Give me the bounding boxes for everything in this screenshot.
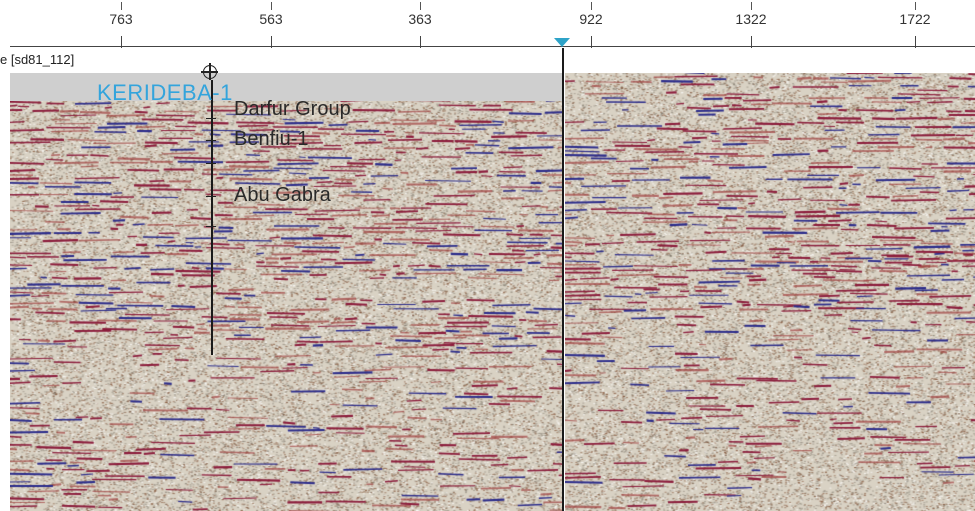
well-name-label[interactable]: KERIDEBA-1	[97, 80, 233, 105]
ruler-tick-label: 363	[408, 11, 432, 27]
ruler-tick-label: 1322	[735, 11, 767, 27]
ruler-baseline	[10, 46, 975, 47]
ruler-tick-label: 922	[579, 11, 603, 27]
section-intersection-line[interactable]	[562, 48, 564, 511]
formation-label-darfur-group: Darfur Group	[234, 98, 351, 120]
well-header-band	[10, 73, 562, 101]
seismic-section-right[interactable]	[565, 73, 975, 511]
well-location-icon[interactable]	[201, 63, 218, 80]
ruler-tick: 363	[390, 2, 450, 48]
ruler-tick: 1722	[885, 2, 945, 48]
ruler-tick: 763	[91, 2, 151, 48]
ruler-tick-label: 763	[109, 11, 133, 27]
ruler-tick-label: 563	[259, 11, 283, 27]
cursor-triangle-icon[interactable]	[554, 38, 570, 47]
well-path[interactable]	[211, 80, 213, 355]
seismic-section-left[interactable]	[10, 73, 562, 511]
right-panel-header-gap	[565, 48, 975, 73]
ruler-tick: 563	[241, 2, 301, 48]
formation-top-marker	[206, 163, 216, 164]
section-name-label: e [sd81_112]	[0, 52, 75, 67]
formation-top-marker	[206, 226, 216, 227]
formation-label-benfiu-1: Benfiu-1	[234, 128, 309, 150]
ruler-tick: 922	[561, 2, 621, 48]
ruler-tick: 1322	[721, 2, 781, 48]
trace-ruler: 763 563 363 922 1322 1722	[0, 0, 975, 48]
formation-top-marker	[206, 196, 216, 197]
formation-top-marker	[206, 118, 216, 119]
ruler-tick-label: 1722	[899, 11, 931, 27]
formation-label-abu-gabra: Abu Gabra	[234, 184, 331, 206]
formation-top-marker	[206, 140, 216, 141]
